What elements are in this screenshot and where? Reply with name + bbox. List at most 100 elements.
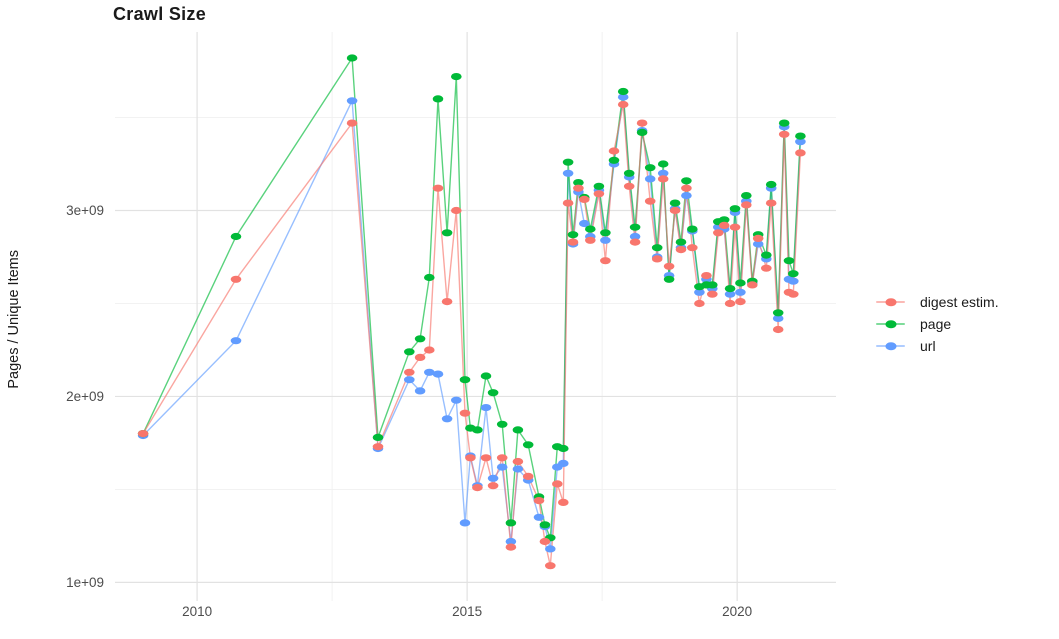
data-point xyxy=(651,255,663,263)
data-point xyxy=(558,459,569,467)
data-point xyxy=(414,353,426,361)
data-point xyxy=(623,169,635,177)
legend-item-label: page xyxy=(920,316,952,332)
data-point xyxy=(657,160,669,168)
data-point xyxy=(432,95,444,103)
legend: digest estim. page url xyxy=(876,294,999,354)
data-point xyxy=(414,335,426,343)
data-point xyxy=(579,195,590,203)
data-point xyxy=(562,199,574,207)
data-point xyxy=(545,562,556,570)
data-point xyxy=(778,119,790,127)
data-point xyxy=(424,346,435,354)
data-point xyxy=(480,454,492,462)
legend-item-label: url xyxy=(920,338,936,354)
data-point xyxy=(432,184,444,192)
data-point xyxy=(623,182,635,190)
data-point xyxy=(735,288,746,296)
data-point xyxy=(451,206,462,215)
data-point xyxy=(533,497,545,505)
data-point xyxy=(788,277,799,285)
data-point xyxy=(694,299,705,308)
data-point xyxy=(761,251,772,259)
data-point xyxy=(459,519,471,527)
x-axis-tick-labels: 2010 2015 2020 xyxy=(182,604,752,619)
data-point xyxy=(404,376,415,384)
data-point xyxy=(230,232,242,241)
x-tick-label: 2015 xyxy=(452,604,482,619)
legend-item-page: page xyxy=(876,316,999,332)
data-point xyxy=(414,387,426,395)
data-point xyxy=(724,299,736,308)
data-point xyxy=(657,175,669,183)
data-point xyxy=(741,201,752,209)
data-point xyxy=(707,281,718,289)
data-point xyxy=(651,244,663,252)
legend-key xyxy=(876,316,905,332)
data-point xyxy=(644,197,656,205)
data-point xyxy=(579,219,590,228)
legend-item-url: url xyxy=(876,338,999,354)
data-point xyxy=(600,236,611,244)
data-point xyxy=(585,236,596,244)
data-point xyxy=(617,100,629,109)
data-point xyxy=(459,376,471,384)
data-point xyxy=(539,521,551,529)
data-point xyxy=(512,465,524,473)
data-point xyxy=(765,180,777,189)
data-point xyxy=(496,463,508,471)
y-axis-tick-labels: 1e+09 2e+09 3e+09 xyxy=(66,203,104,590)
data-point xyxy=(687,244,698,252)
data-point xyxy=(718,221,730,229)
y-tick-label: 2e+09 xyxy=(66,389,104,404)
data-point xyxy=(772,325,784,334)
series-points-digest-estim- xyxy=(137,100,806,570)
data-point xyxy=(713,229,724,237)
data-point xyxy=(752,240,764,248)
data-point xyxy=(404,348,415,356)
data-point xyxy=(788,270,799,278)
data-point xyxy=(230,275,242,283)
data-point xyxy=(669,206,681,215)
data-point xyxy=(795,149,806,157)
data-point xyxy=(346,54,358,62)
legend-key xyxy=(876,338,905,354)
data-point xyxy=(522,441,534,449)
data-point xyxy=(724,290,736,298)
data-point xyxy=(562,158,574,166)
data-point xyxy=(608,156,620,164)
data-point xyxy=(608,147,620,155)
data-point xyxy=(465,454,476,462)
data-point xyxy=(681,177,692,185)
data-point xyxy=(629,223,641,231)
data-point xyxy=(533,513,545,521)
data-point xyxy=(472,484,483,492)
data-point xyxy=(451,396,462,404)
series-points-url xyxy=(137,93,806,553)
data-point xyxy=(788,290,799,298)
data-point xyxy=(585,225,596,233)
y-tick-label: 3e+09 xyxy=(66,203,104,218)
data-point xyxy=(765,199,777,207)
data-point xyxy=(505,543,517,551)
data-point xyxy=(505,537,517,546)
data-point xyxy=(372,443,384,451)
series-line-url xyxy=(142,97,802,550)
data-point xyxy=(424,368,435,376)
data-point xyxy=(567,231,579,239)
data-point xyxy=(472,426,483,434)
data-point xyxy=(644,164,656,172)
data-point xyxy=(663,262,675,270)
data-point xyxy=(772,314,784,322)
x-tick-label: 2010 xyxy=(182,604,212,619)
data-point xyxy=(487,389,499,397)
legend-item-label: digest estim. xyxy=(920,294,999,310)
grid-minor xyxy=(115,32,836,601)
data-point xyxy=(636,128,648,136)
data-point xyxy=(451,73,462,81)
data-point xyxy=(432,370,444,378)
data-point xyxy=(230,337,242,345)
data-point xyxy=(346,97,358,105)
data-point xyxy=(567,238,579,246)
legend-item-digest-estim: digest estim. xyxy=(876,294,999,310)
